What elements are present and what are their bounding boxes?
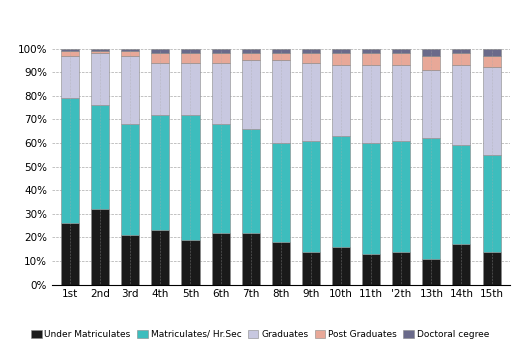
Bar <box>422 70 440 138</box>
Bar <box>91 105 109 209</box>
Bar <box>392 252 410 285</box>
Bar <box>302 49 320 53</box>
Bar <box>452 65 471 145</box>
Bar <box>483 155 501 252</box>
Bar <box>392 141 410 252</box>
Bar <box>121 235 139 285</box>
Bar <box>151 115 170 230</box>
Bar <box>242 129 259 232</box>
Bar <box>272 242 290 285</box>
Bar <box>91 49 109 51</box>
Bar <box>332 247 350 285</box>
Bar <box>151 230 170 285</box>
Bar <box>212 63 230 124</box>
Bar <box>483 67 501 155</box>
Bar <box>121 51 139 56</box>
Bar <box>392 65 410 141</box>
Bar <box>151 49 170 53</box>
Bar <box>332 136 350 247</box>
Bar <box>332 65 350 136</box>
Bar <box>61 98 79 223</box>
Bar <box>452 49 471 53</box>
Bar <box>212 49 230 53</box>
Bar <box>151 53 170 63</box>
Bar <box>422 49 440 56</box>
Text: Fewer MPs under 40, more MPs over 70 in Lok Sabha: Fewer MPs under 40, more MPs over 70 in … <box>41 17 479 32</box>
Bar <box>151 63 170 115</box>
Bar <box>61 56 79 98</box>
Bar <box>392 53 410 65</box>
Bar <box>483 49 501 56</box>
Bar <box>181 115 200 240</box>
Bar <box>452 145 471 244</box>
Bar <box>483 252 501 285</box>
Bar <box>121 56 139 124</box>
Bar <box>452 53 471 65</box>
Bar <box>121 49 139 51</box>
Bar <box>91 51 109 53</box>
Bar <box>272 143 290 242</box>
Bar <box>91 53 109 105</box>
Bar <box>302 141 320 252</box>
Bar <box>422 56 440 70</box>
Bar <box>422 259 440 285</box>
Bar <box>362 49 380 53</box>
Bar <box>302 63 320 141</box>
Bar <box>332 53 350 65</box>
Bar <box>422 138 440 259</box>
Bar <box>362 143 380 254</box>
Bar <box>61 223 79 285</box>
Bar <box>181 240 200 285</box>
Bar <box>362 65 380 143</box>
Bar <box>181 53 200 63</box>
Bar <box>483 56 501 67</box>
Bar <box>452 244 471 285</box>
Legend: Under Matriculates, Matriculates/ Hr.Sec, Graduates, Post Graduates, Doctoral ce: Under Matriculates, Matriculates/ Hr.Sec… <box>27 326 493 342</box>
Bar <box>61 51 79 56</box>
Bar <box>121 124 139 235</box>
Bar <box>272 60 290 143</box>
Bar <box>302 252 320 285</box>
Bar <box>212 124 230 232</box>
Bar <box>242 53 259 60</box>
Bar <box>392 49 410 53</box>
Bar <box>242 49 259 53</box>
Bar <box>302 53 320 63</box>
Bar <box>362 53 380 65</box>
Bar <box>91 209 109 285</box>
Bar <box>272 53 290 60</box>
Bar <box>272 49 290 53</box>
Bar <box>242 232 259 285</box>
Bar <box>242 60 259 129</box>
Bar <box>212 53 230 63</box>
Bar <box>212 232 230 285</box>
Bar <box>181 49 200 53</box>
Bar <box>61 49 79 51</box>
Bar <box>181 63 200 115</box>
Bar <box>362 254 380 285</box>
Bar <box>332 49 350 53</box>
